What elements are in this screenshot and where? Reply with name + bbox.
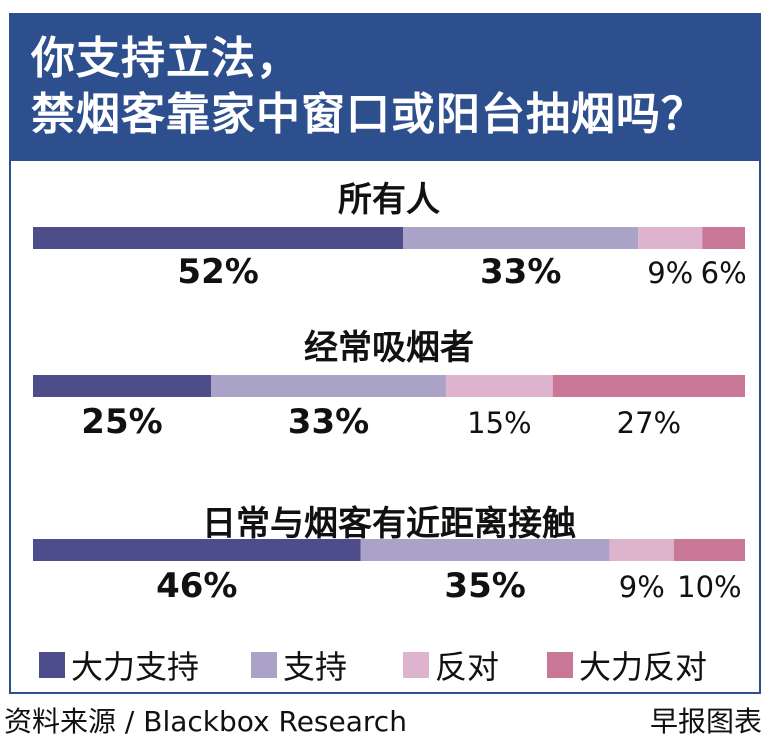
credit-note: 早报图表 (649, 705, 762, 738)
source-note: 资料来源 / Blackbox Research (4, 705, 407, 738)
bar-segment-oppose-group-1 (638, 227, 703, 249)
bar-segment-oppose-group-3 (609, 539, 674, 561)
bar-segment-strong-support-group-2 (33, 375, 211, 397)
legend-item-strong-support: 大力支持 (39, 637, 199, 693)
legend-item-oppose: 反对 (403, 637, 499, 693)
legend-label-support: 支持 (283, 648, 348, 686)
legend: 大力支持 支持 反对 大力反对 (39, 637, 763, 693)
bar-segment-strong-oppose-group-1 (702, 227, 745, 249)
data-label-strong-oppose-group-1: 6% (701, 256, 747, 290)
legend-item-support: 支持 (251, 637, 347, 693)
data-label-support-group-2: 33% (288, 402, 369, 442)
title-bar: 你支持立法， 禁烟客靠家中窗口或阳台抽烟吗？ (11, 15, 759, 161)
chart-frame: 你支持立法， 禁烟客靠家中窗口或阳台抽烟吗？ 所有人 52% 33% 9% 6% 经常吸烟… (9, 13, 761, 694)
bar-segment-support-group-2 (211, 375, 446, 397)
group-title-1: 所有人 (338, 180, 440, 220)
data-label-oppose-group-3: 9% (619, 570, 665, 604)
legend-item-strong-oppose: 大力反对 (547, 637, 707, 693)
bar-segment-strong-support-group-3 (33, 539, 361, 561)
legend-label-strong-oppose: 大力反对 (579, 648, 708, 686)
data-label-strong-oppose-group-2: 27% (617, 406, 681, 440)
bar-segment-strong-oppose-group-2 (552, 375, 745, 397)
data-label-strong-support-group-2: 25% (81, 402, 162, 442)
bar-segment-strong-support-group-1 (33, 227, 404, 249)
bar-segment-support-group-3 (360, 539, 610, 561)
group-title-3: 日常与烟客有近距离接触 (202, 504, 576, 544)
legend-swatch-oppose (403, 652, 429, 678)
bar-segment-oppose-group-2 (445, 375, 553, 397)
group-title-2: 经常吸烟者 (304, 328, 474, 368)
legend-swatch-strong-support (39, 652, 65, 678)
legend-swatch-support (251, 652, 277, 678)
data-label-strong-support-group-3: 46% (156, 566, 237, 606)
data-label-oppose-group-1: 9% (647, 256, 693, 290)
data-label-support-group-3: 35% (444, 566, 525, 606)
chart-title-line-1: 你支持立法， (31, 33, 301, 84)
data-label-strong-oppose-group-3: 10% (677, 570, 741, 604)
data-label-support-group-1: 33% (480, 252, 561, 292)
chart-title-line-2: 禁烟客靠家中窗口或阳台抽烟吗？ (31, 89, 706, 140)
bar-segment-strong-oppose-group-3 (673, 539, 745, 561)
data-label-oppose-group-2: 15% (467, 406, 531, 440)
data-label-strong-support-group-1: 52% (177, 252, 258, 292)
legend-swatch-strong-oppose (547, 652, 573, 678)
bar-segment-support-group-1 (403, 227, 639, 249)
legend-label-strong-support: 大力支持 (71, 648, 200, 686)
legend-label-oppose: 反对 (435, 648, 500, 686)
